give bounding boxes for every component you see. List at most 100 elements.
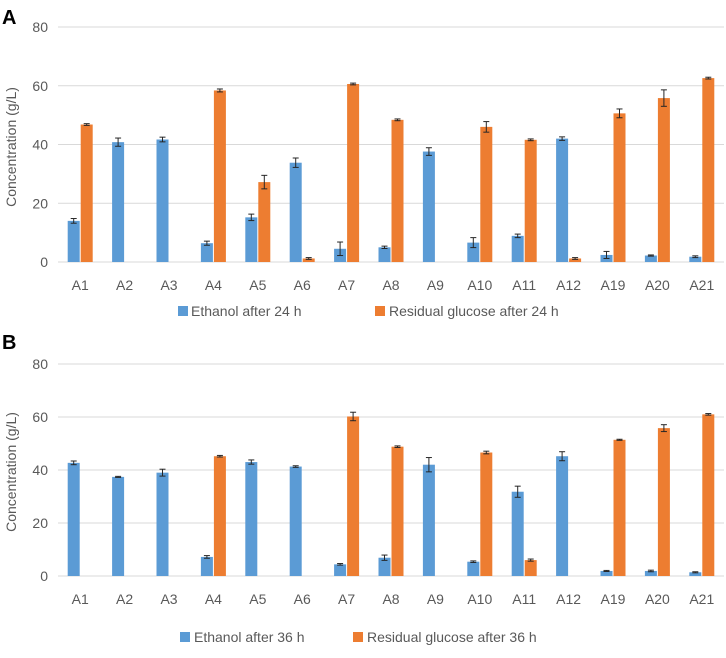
panel-b-y-tick-label: 80 <box>32 356 48 372</box>
panel-a-y-tick-label: 80 <box>32 19 48 35</box>
panel-b-x-tick-label: A12 <box>556 591 581 607</box>
panel-a-error-bar <box>203 240 210 246</box>
panel-b-error-bar <box>70 460 77 466</box>
panel-a-error-bar <box>216 88 223 93</box>
panel-a-error-bar <box>572 257 579 260</box>
panel-b-y-tick-label: 60 <box>32 409 48 425</box>
panel-b-label: B <box>2 332 16 354</box>
panel-b-error-bar <box>337 563 344 566</box>
panel-b-error-bar <box>514 485 521 498</box>
panel-a-bar-ethanol <box>378 247 391 262</box>
panel-a-x-tick-label: A12 <box>556 277 581 293</box>
panel-b-error-bar <box>603 569 610 572</box>
panel-b-x-tick-label: A7 <box>338 591 355 607</box>
panel-b-error-bar <box>692 571 699 574</box>
panel-a-bar-ethanol <box>200 243 213 262</box>
panel-b-x-tick-label: A20 <box>645 591 670 607</box>
panel-b-error-bar <box>248 459 255 465</box>
panel-a-y-tick-label: 40 <box>32 137 48 153</box>
panel-a-bar-ethanol <box>511 235 524 262</box>
panel-a-error-bar <box>115 137 122 147</box>
panel-b-bar-ethanol <box>334 564 347 576</box>
panel-a-bar-glucose <box>480 126 493 262</box>
panel-a-x-tick-label: A19 <box>601 277 626 293</box>
panel-a-bar-ethanol <box>112 142 125 262</box>
panel-a-error-bar <box>337 241 344 257</box>
panel-b-error-bar <box>381 554 388 561</box>
panel-a-y-tick-label: 20 <box>32 195 48 211</box>
panel-a-bar-ethanol <box>689 256 702 262</box>
panel-b-error-bar <box>647 569 654 573</box>
panel-b-bar-ethanol <box>67 462 80 576</box>
panel-b-bar-ethanol <box>156 472 169 576</box>
panel-b-error-bar <box>350 411 357 422</box>
panel-a-bar-ethanol <box>156 139 169 262</box>
panel-a-x-tick-label: A1 <box>72 277 89 293</box>
panel-b-x-tick-label: A21 <box>689 591 714 607</box>
panel-b-x-tick-label: A4 <box>205 591 222 607</box>
panel-a-bar-glucose <box>80 124 93 263</box>
panel-b-x-tick-label: A9 <box>427 591 444 607</box>
panel-a: A Concentration (g/L) 0 20 40 60 80 A1 A2 A3 A4 A… <box>2 7 724 319</box>
panel-b-bar-ethanol <box>289 466 302 576</box>
panel-b-x-tick-label: A6 <box>294 591 311 607</box>
panel-b-error-bar <box>483 450 490 455</box>
panel-b-bar-ethanol <box>245 462 258 576</box>
panel-b-error-bar <box>425 457 432 473</box>
panel-b-y-tick-label: 20 <box>32 515 48 531</box>
panel-b-legend-swatch-ethanol <box>180 632 190 642</box>
panel-a-x-tick-label: A21 <box>689 277 714 293</box>
panel-b-error-bar <box>203 555 210 559</box>
panel-b-x-tick-label: A3 <box>160 591 177 607</box>
panel-a-bar-glucose <box>258 182 271 262</box>
panel-a-bar-ethanol <box>67 220 80 262</box>
panel-a-x-tick-label: A7 <box>338 277 355 293</box>
panel-a-bar-ethanol <box>289 162 302 262</box>
panel-b-x-tick-label: A8 <box>382 591 399 607</box>
panel-a-error-bar <box>394 118 401 122</box>
panel-b-error-bar <box>559 451 566 462</box>
panel-b-bar-ethanol <box>556 456 569 576</box>
panel-a-bar-glucose <box>213 90 226 262</box>
panel-a-bar-glucose <box>524 139 537 262</box>
panel-a-label: A <box>2 7 16 29</box>
panel-a-bar-glucose <box>391 119 404 262</box>
panel-b-bar-ethanol <box>422 464 435 576</box>
panel-b: B Concentration (g/L) 0 20 40 60 80 A1 A2 A3 A4 A… <box>2 332 724 645</box>
panel-a-bar-ethanol <box>245 217 258 262</box>
panel-a-legend-swatch-ethanol <box>178 306 188 316</box>
panel-a-error-bar <box>70 218 77 224</box>
panel-a-error-bar <box>483 121 490 133</box>
panel-a-error-bar <box>470 237 477 249</box>
panel-b-error-bar <box>159 468 166 477</box>
panel-a-legend-label-glucose: Residual glucose after 24 h <box>389 303 559 319</box>
panel-a-error-bar <box>660 89 667 107</box>
panel-b-legend-label-glucose: Residual glucose after 36 h <box>367 629 537 645</box>
panel-a-x-tick-label: A10 <box>467 277 492 293</box>
panel-b-error-bar <box>705 413 712 416</box>
panel-b-error-bar <box>292 465 299 468</box>
panel-b-y-tick-label: 40 <box>32 462 48 478</box>
panel-a-legend-label-ethanol: Ethanol after 24 h <box>191 303 302 319</box>
panel-b-legend-label-ethanol: Ethanol after 36 h <box>194 629 305 645</box>
panel-a-x-tick-label: A11 <box>512 277 536 293</box>
panel-a-x-tick-label: A4 <box>205 277 222 293</box>
panel-b-bar-ethanol <box>600 570 613 576</box>
panel-b-y-axis-label: Concentration (g/L) <box>3 412 19 532</box>
panel-a-error-bar <box>616 108 623 119</box>
panel-b-bar-ethanol <box>467 561 480 576</box>
panel-b-error-bar <box>616 438 623 441</box>
panel-a-x-tick-label: A6 <box>294 277 311 293</box>
panel-a-error-bar <box>248 213 255 222</box>
panel-b-bar-ethanol <box>644 570 657 576</box>
panel-b-bar-glucose <box>702 414 715 576</box>
panel-a-x-tick-label: A3 <box>160 277 177 293</box>
panel-a-x-tick-label: A9 <box>427 277 444 293</box>
panel-a-y-tick-label: 0 <box>40 254 48 270</box>
panel-b-bar-glucose <box>657 428 670 576</box>
panel-a-error-bar <box>425 147 432 156</box>
panel-b-bar-glucose <box>480 452 493 576</box>
panel-a-error-bar <box>261 174 268 190</box>
panel-a-bar-ethanol <box>644 255 657 262</box>
panel-a-bar-glucose <box>569 258 582 262</box>
